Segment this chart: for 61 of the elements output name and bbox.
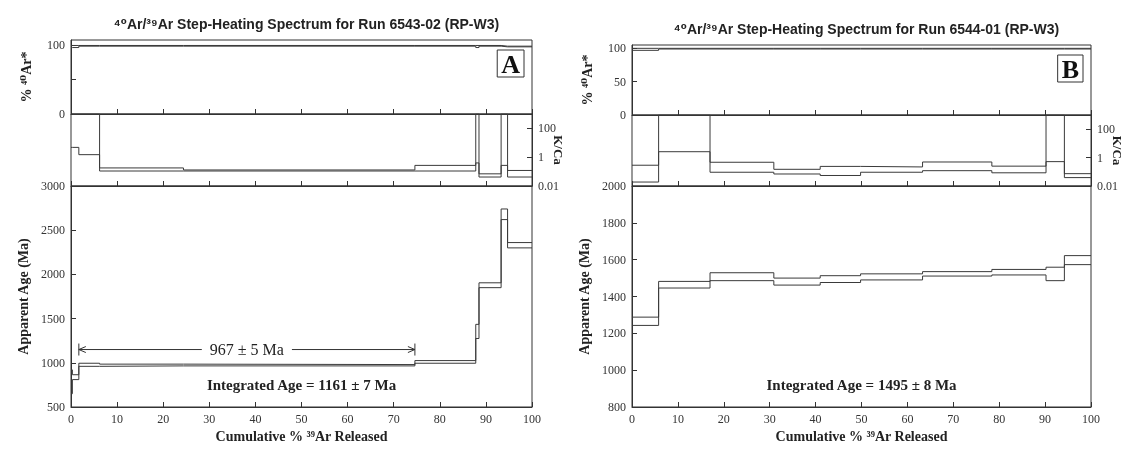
y2-tick-label: 100 [1097, 122, 1115, 137]
x-tick-label: 50 [855, 412, 868, 426]
y-tick-label: 2000 [41, 267, 65, 282]
y-axis-title: % ⁴⁰Ar* [579, 54, 595, 106]
y2-tick-label: 100 [538, 121, 556, 136]
x-tick-label: 20 [157, 412, 170, 426]
chart-title: ⁴⁰Ar/³⁹Ar Step-Heating Spectrum for Run 6544-01 (RP-W3) [673, 21, 1060, 37]
x-tick-label: 90 [1039, 412, 1052, 426]
x-tick-label: 30 [763, 412, 776, 426]
y-tick-label: 0 [59, 107, 65, 121]
x-tick-label: 0 [629, 412, 635, 426]
y-tick-label: 2500 [41, 223, 65, 238]
y-axis-title: Apparent Age (Ma) [576, 237, 593, 355]
y-tick-label: 1500 [41, 311, 65, 326]
y-tick-label: 3000 [41, 179, 65, 193]
x-tick-label: 50 [295, 412, 308, 426]
x-tick-label: 90 [479, 412, 492, 426]
x-tick-label: 20 [717, 412, 730, 426]
y2-tick-label: 1 [538, 150, 544, 165]
x-tick-label: 10 [111, 412, 124, 426]
x-axis-title: Cumulative % ³⁹Ar Released [215, 429, 388, 445]
y-tick-label: 800 [608, 400, 626, 414]
y-tick-label: 1800 [602, 215, 626, 230]
x-tick-label: 40 [249, 412, 262, 426]
chart-title: ⁴⁰Ar/³⁹Ar Step-Heating Spectrum for Run 6543-02 (RP-W3) [113, 16, 500, 32]
y-tick-label: 100 [47, 38, 65, 53]
x-tick-label: 30 [203, 412, 216, 426]
annotation: Integrated Age = 1161 ± 7 Ma [206, 377, 397, 393]
y2-tick-label: 0.01 [1097, 179, 1118, 193]
y-tick-label: 100 [608, 41, 626, 56]
x-tick-label: 80 [993, 412, 1006, 426]
y-tick-label: 1000 [41, 355, 65, 370]
y-tick-label: 2000 [602, 179, 626, 193]
x-tick-label: 80 [433, 412, 446, 426]
y2-tick-label: 0.01 [538, 179, 559, 193]
x-tick-label: 100 [523, 412, 541, 426]
x-tick-label: 40 [809, 412, 822, 426]
y2-axis-title: K/Ca [551, 135, 566, 166]
x-tick-label: 10 [671, 412, 684, 426]
x-tick-label: 70 [947, 412, 960, 426]
x-tick-label: 60 [341, 412, 354, 426]
y2-tick-label: 1 [1097, 150, 1103, 165]
y-tick-label: 1400 [602, 289, 626, 304]
annotation: B [1061, 54, 1079, 84]
y-tick-label: 1200 [602, 326, 626, 341]
y-tick-label: 1000 [602, 363, 626, 378]
x-tick-label: 70 [387, 412, 400, 426]
y-axis-title: % ⁴⁰Ar* [18, 51, 34, 103]
y-tick-label: 50 [614, 74, 626, 89]
y-tick-label: 1600 [602, 252, 626, 267]
x-tick-label: 100 [1082, 412, 1100, 426]
y-axis-title: Apparent Age (Ma) [15, 237, 32, 355]
annotation: Integrated Age = 1495 ± 8 Ma [766, 377, 958, 393]
x-axis-title: Cumulative % ³⁹Ar Released [775, 429, 948, 445]
annotation: A [501, 49, 521, 79]
y-tick-label: 0 [620, 108, 626, 122]
y-tick-label: 500 [47, 400, 65, 414]
x-tick-label: 60 [901, 412, 914, 426]
x-tick-label: 0 [68, 412, 74, 426]
annotation: 967 ± 5 Ma [209, 341, 284, 359]
y2-axis-title: K/Ca [1110, 135, 1125, 166]
